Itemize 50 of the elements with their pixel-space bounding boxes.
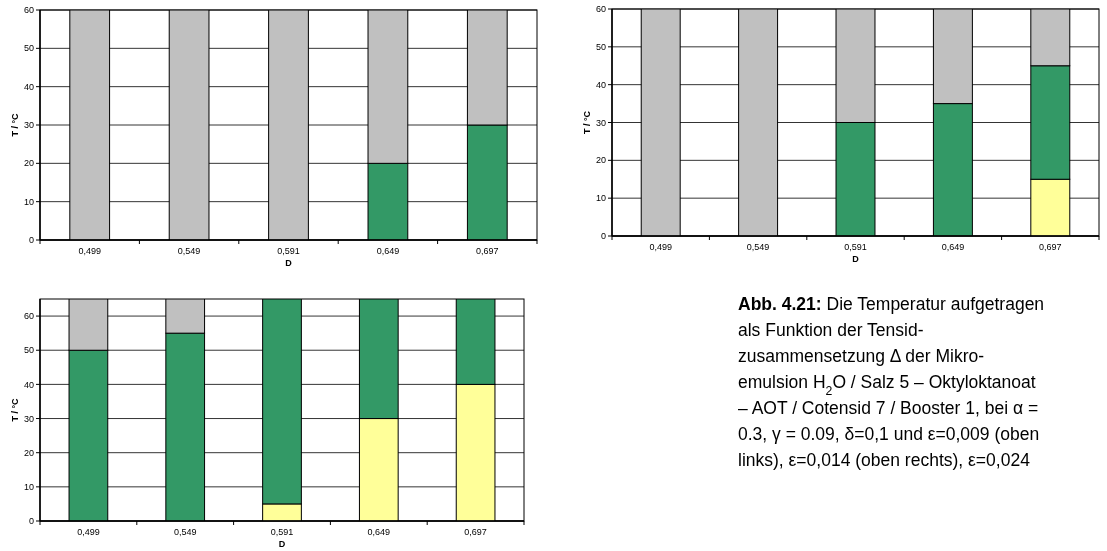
y-tick-label: 10: [23, 196, 34, 207]
y-axis-title: T / °C: [10, 397, 20, 422]
y-tick-label: 30: [595, 117, 606, 128]
text: zusammensetzung Δ der Mikro-: [738, 346, 985, 366]
x-tick-label: 0,499: [78, 246, 101, 256]
x-tick-label: 0,649: [376, 246, 400, 256]
y-tick-label: 10: [23, 482, 34, 492]
x-tick-label: 0,591: [277, 246, 300, 256]
x-tick-label: 0,697: [1039, 242, 1062, 252]
y-tick-label: 50: [23, 43, 34, 54]
text: emulsion H$_{2}$O / Salz 5 – Oktyloktanoat: [738, 372, 1036, 398]
text: links), ε=0,014 (oben rechts), ε=0,024: [738, 450, 1031, 470]
y-tick-label: 30: [23, 120, 34, 131]
x-tick-label: 0,649: [367, 527, 391, 537]
text: 0.3, γ = 0.09, δ=0,1 und ε=0,009 (oben: [738, 424, 1040, 444]
y-tick-label: 30: [23, 413, 34, 424]
y-axis-title: T / °C: [582, 110, 592, 135]
y-tick-label: 60: [23, 5, 34, 16]
y-tick-label: 40: [23, 379, 34, 390]
y-tick-label: 40: [595, 79, 606, 90]
x-tick-label: 0,549: [177, 246, 201, 256]
x-axis-title: D: [852, 254, 860, 264]
text: Abb. 4.21:: [738, 294, 827, 314]
x-tick-label: 0,549: [746, 242, 770, 252]
y-tick-label: 50: [23, 345, 34, 356]
y-tick-label: 10: [595, 193, 606, 204]
y-tick-label: 20: [23, 447, 34, 458]
x-tick-label: 0,697: [464, 527, 487, 537]
y-tick-label: 60: [595, 4, 606, 15]
y-tick-label: 0: [28, 516, 34, 527]
x-tick-label: 0,591: [844, 242, 867, 252]
y-tick-label: 60: [23, 311, 34, 322]
y-axis-title: T / °C: [10, 112, 20, 137]
y-tick-label: 20: [23, 158, 34, 169]
y-tick-label: 50: [595, 41, 606, 52]
x-axis-title: D: [285, 258, 293, 268]
text: Die Temperatur aufgetragen: [826, 294, 1045, 314]
y-tick-label: 40: [23, 81, 34, 92]
y-tick-label: 20: [595, 155, 606, 166]
x-tick-label: 0,649: [941, 242, 965, 252]
x-tick-label: 0,697: [476, 246, 499, 256]
y-tick-label: 0: [600, 231, 606, 242]
y-tick-label: 0: [28, 235, 34, 246]
x-tick-label: 0,499: [649, 242, 672, 252]
x-axis-title: D: [278, 539, 286, 549]
x-tick-label: 0,499: [77, 527, 100, 537]
text: als Funktion der Tensid-: [738, 320, 924, 340]
x-tick-label: 0,591: [270, 527, 294, 537]
x-tick-label: 0,549: [173, 527, 197, 537]
text: – AOT / Cotensid 7 / Booster 1, bei α =: [738, 398, 1039, 418]
